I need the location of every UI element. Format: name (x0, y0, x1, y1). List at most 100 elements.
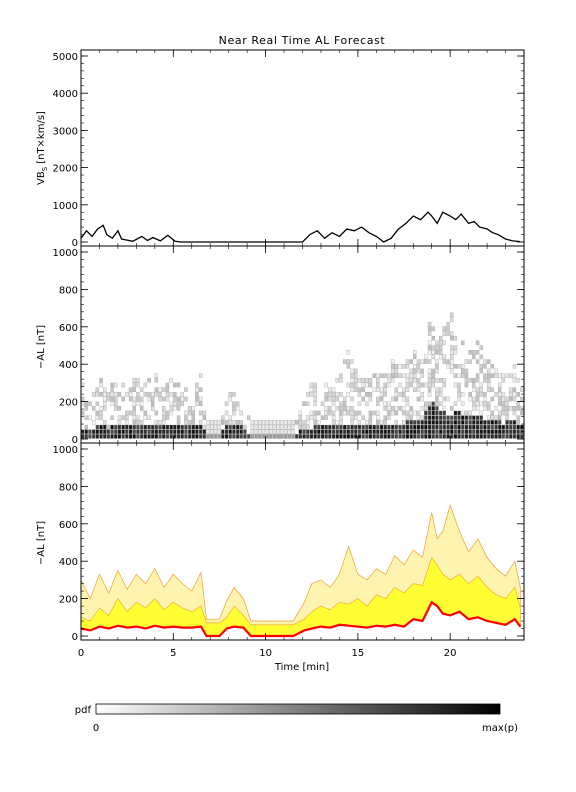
pdf-cell (486, 373, 491, 378)
pdf-cell (287, 429, 291, 434)
pdf-cell (383, 392, 387, 397)
pdf-cell (243, 434, 247, 439)
pdf-cell (317, 429, 321, 434)
pdf-cell (162, 415, 166, 420)
pdf-cell (350, 378, 354, 383)
pdf-cell (420, 382, 424, 388)
pdf-cell (221, 415, 225, 420)
pdf-cell (136, 424, 140, 430)
pdf-cell (479, 354, 483, 360)
pdf-cell (342, 434, 347, 439)
pdf-cell (398, 434, 402, 439)
pdf-cell (505, 406, 509, 411)
pdf-cell (232, 429, 236, 434)
pdf-cell (427, 359, 432, 364)
pdf-cell (221, 429, 225, 434)
pdf-cell (103, 392, 107, 397)
pdf-cell (394, 373, 399, 378)
pdf-cell (165, 434, 170, 439)
pdf-cell (128, 396, 133, 402)
pdf-cell (438, 345, 443, 350)
pdf-cell (405, 364, 410, 369)
forecast-frame (80, 442, 525, 641)
pdf-cell (416, 382, 421, 388)
pdf-cell (394, 429, 399, 434)
pdf-cell (228, 420, 232, 425)
pdf-cell (265, 420, 269, 425)
pdf-cell (195, 429, 199, 434)
pdf-cell (427, 331, 432, 336)
pdf-cell (416, 378, 421, 383)
pdf-cell (350, 429, 354, 434)
pdf-cell (446, 424, 450, 430)
pdf-cell (228, 392, 232, 397)
pdf-cell (498, 410, 502, 416)
pdf-cell (365, 429, 369, 434)
pdf-cell (372, 429, 376, 434)
pdf-cell (468, 359, 472, 364)
pdf-cell (99, 429, 103, 434)
pdf-cell (176, 424, 181, 430)
pdf-cell (420, 359, 424, 364)
pdf-cell (306, 429, 310, 434)
pdf-cell (390, 373, 395, 378)
pdf-cell (509, 406, 513, 411)
pdf-cell (516, 392, 520, 397)
pdf-cell (420, 420, 424, 425)
pdf-cell (405, 359, 410, 364)
pdf-cell (505, 434, 509, 439)
pdf-cell (461, 401, 465, 406)
fc-ytick-label: 200 (59, 595, 78, 606)
pdf-cell (158, 429, 162, 434)
pdf-cell (357, 429, 362, 434)
pdf-cell (427, 429, 432, 434)
pdf-cell (420, 434, 424, 439)
pdf-cell (346, 410, 351, 416)
pdf-cell (402, 434, 406, 439)
pdf-cell (128, 434, 133, 439)
pdf-cell (272, 434, 277, 439)
pdf-cell (512, 392, 517, 397)
pdf-cell (438, 340, 443, 346)
pdf-cell (472, 406, 476, 411)
vbs-tick-labels: 0 1000 2000 3000 4000 5000 (53, 52, 78, 249)
pdf-cell (221, 420, 225, 425)
pdf-cell (427, 350, 432, 355)
pdf-cell (106, 424, 111, 430)
pdf-cell (368, 429, 373, 434)
pdf-cell (501, 410, 506, 416)
pdf-cell (176, 406, 181, 411)
pdf-cell (446, 429, 450, 434)
pdf-cell (202, 410, 207, 416)
pdf-cell (95, 401, 100, 406)
pdf-cell (117, 415, 122, 420)
pdf-cell (461, 434, 465, 439)
pdf-cell (88, 434, 92, 439)
pdf-cell (350, 387, 354, 392)
pdf-cell (379, 434, 384, 439)
pdf-cell (217, 429, 221, 434)
pdf-cell (136, 434, 140, 439)
pdf-cell (354, 410, 358, 416)
pdf-cell (413, 368, 417, 374)
pdf-cell (239, 424, 243, 430)
pdf-cell (435, 350, 439, 355)
pdf-cell (479, 415, 483, 420)
pdf-cell (468, 410, 472, 416)
pdf-cell (313, 434, 317, 439)
pdf-cell (394, 420, 399, 425)
pdf-cell (106, 392, 111, 397)
pdf-cell (213, 434, 218, 439)
pdf-cell (520, 410, 524, 416)
pdf-cell (350, 368, 354, 374)
pdf-cell (261, 429, 266, 434)
pdf-cell (490, 410, 495, 416)
pdf-cell (306, 424, 310, 430)
pdf-cell (520, 406, 524, 411)
pdf-cell (494, 415, 498, 420)
pdf-cell (88, 415, 92, 420)
pdf-cell (342, 429, 347, 434)
pdf-cell (173, 429, 177, 434)
pdf-cell (114, 429, 118, 434)
pdf-cell (483, 424, 487, 430)
